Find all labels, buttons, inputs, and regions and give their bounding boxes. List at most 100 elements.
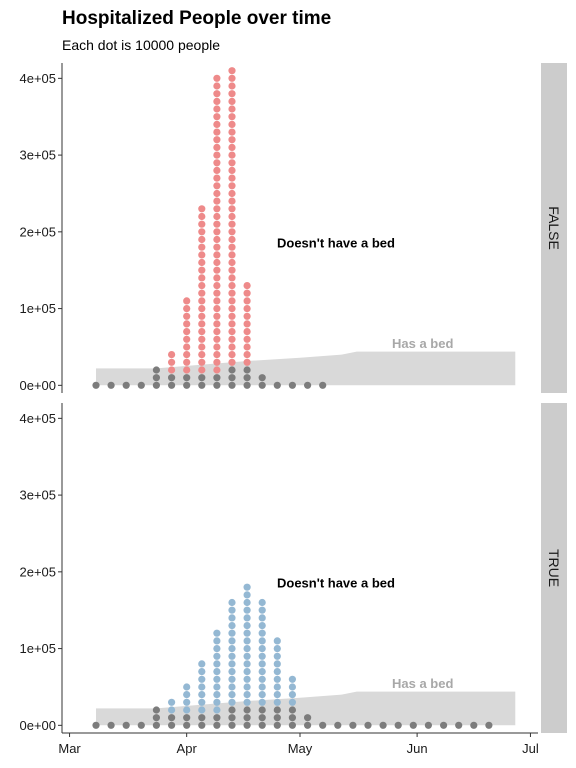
no-bed-dot [213,637,221,645]
no-bed-dot [198,243,206,251]
no-bed-dot [243,297,251,305]
no-bed-dot [258,598,266,607]
has-bed-dot [258,374,266,382]
no-bed-dot [243,598,251,607]
no-bed-dot [183,343,191,351]
chart-subtitle: Each dot is 10000 people [62,37,221,53]
has-bed-dot [258,706,266,714]
no-bed-dot [228,652,236,660]
no-bed-dot [228,212,236,221]
has-bed-dot [107,381,115,389]
no-bed-dot [243,660,251,668]
no-bed-dot [273,698,281,706]
has-bed-dot [470,721,478,729]
no-bed-dot [198,266,206,274]
y-tick-label: 3e+05 [19,488,56,503]
no-bed-dot [213,698,221,706]
no-bed-dot [228,136,236,144]
no-bed-dot [228,297,236,305]
no-bed-dot [228,166,236,174]
has-bed-dot [198,381,206,389]
has-bed-dot [152,714,160,722]
no-bed-dot [168,351,176,359]
no-bed-dot [198,660,206,668]
no-bed-dot [213,629,221,637]
no-bed-dot [213,82,221,90]
has-bed-dot [228,714,236,722]
no-bed-dot [273,645,281,653]
no-bed-dot [198,305,206,313]
no-bed-dot [228,660,236,668]
has-bed-dot [424,721,432,729]
has-bed-dot [92,721,100,729]
y-tick-label: 2e+05 [19,564,56,579]
no-bed-dot [258,606,266,614]
no-bed-dot [183,706,191,714]
no-bed-dot [228,266,236,274]
no-bed-dot [228,251,236,259]
no-bed-dot [213,297,221,305]
facet-strip-label: TRUE [546,549,562,587]
has-bed-dot [107,721,115,729]
no-bed-dot [213,182,221,190]
annotation-has-bed: Has a bed [392,676,453,691]
no-bed-dot [228,305,236,313]
no-bed-dot [213,691,221,699]
no-bed-dot [198,235,206,244]
no-bed-dot [198,675,206,683]
no-bed-dot [213,282,221,290]
no-bed-dot [183,351,191,359]
no-bed-dot [198,258,206,267]
no-bed-dot [198,706,206,714]
no-bed-dot [228,335,236,343]
no-bed-dot [273,668,281,676]
y-tick-label: 1e+05 [19,301,56,316]
has-bed-dot [319,721,327,729]
no-bed-dot [228,235,236,244]
has-bed-dot [258,721,266,729]
facet-strip [541,63,567,393]
no-bed-dot [258,675,266,683]
no-bed-dot [258,637,266,645]
chart-title: Hospitalized People over time [62,8,332,29]
no-bed-dot [198,282,206,290]
no-bed-dot [213,258,221,267]
no-bed-dot [243,335,251,343]
has-bed-dot [168,374,176,382]
no-bed-dot [243,614,251,622]
has-bed-dot [440,721,448,729]
no-bed-dot [258,652,266,660]
no-bed-dot [213,143,221,151]
no-bed-dot [198,220,206,228]
no-bed-dot [273,652,281,660]
no-bed-dot [228,151,236,159]
has-bed-dot [304,714,312,722]
no-bed-dot [243,289,251,297]
no-bed-dot [168,698,176,706]
no-bed-dot [168,706,176,714]
no-bed-dot [273,691,281,699]
no-bed-dot [183,335,191,343]
no-bed-dot [273,660,281,668]
has-bed-dot [198,714,206,722]
has-bed-dot [213,381,221,389]
no-bed-dot [258,683,266,691]
no-bed-dot [243,591,251,599]
has-bed-dot [183,374,191,382]
no-bed-dot [213,652,221,660]
has-bed-dot [243,374,251,382]
no-bed-dot [228,97,236,105]
no-bed-dot [213,128,221,136]
no-bed-dot [228,351,236,359]
has-bed-dot [273,706,281,714]
no-bed-dot [243,691,251,699]
has-bed-dot [273,714,281,722]
no-bed-dot [228,113,236,121]
has-bed-dot [485,721,493,729]
has-bed-dot [152,721,160,729]
no-bed-dot [273,683,281,691]
no-bed-dot [183,691,191,699]
no-bed-dot [243,652,251,660]
no-bed-dot [228,182,236,190]
no-bed-dot [198,351,206,359]
